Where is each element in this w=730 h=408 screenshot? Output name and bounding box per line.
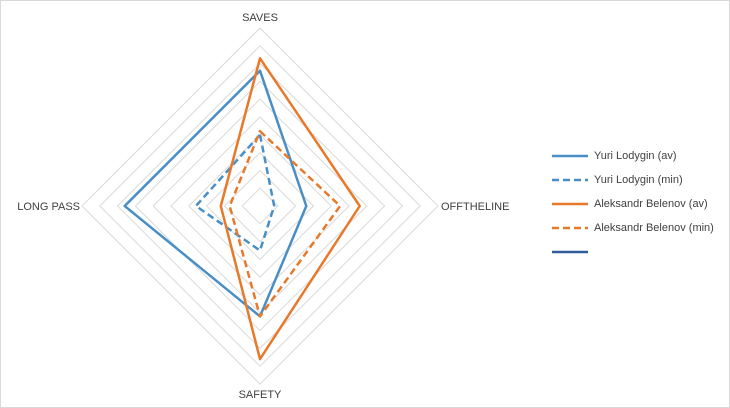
legend-label: Yuri Lodygin (av): [594, 150, 677, 162]
series-line[interactable]: [219, 57, 361, 361]
legend-swatch: [552, 178, 588, 182]
legend-swatch: [552, 154, 588, 158]
axis-label-offtheline: OFFTHELINE: [441, 201, 509, 213]
axis-label-saves: SAVES: [242, 12, 278, 24]
series-line[interactable]: [194, 133, 276, 252]
axis-label-long-pass: LONG PASS: [17, 201, 80, 213]
grid-ring: [188, 134, 332, 278]
grid-ring: [81, 27, 439, 385]
legend-swatch: [552, 202, 588, 206]
grid-ring: [116, 62, 404, 350]
grid-ring: [170, 116, 350, 296]
grid-ring: [152, 98, 368, 314]
radar-grid: [81, 27, 439, 385]
grid-ring: [223, 169, 297, 243]
grid-ring: [134, 80, 386, 332]
legend-swatch: [552, 226, 588, 230]
series-line[interactable]: [228, 129, 342, 318]
axis-label-safety: SAFETY: [239, 389, 282, 401]
legend-swatch: [552, 250, 588, 254]
radar-series: [123, 57, 361, 361]
legend-label: Aleksandr Belenov (av): [594, 198, 708, 210]
grid-ring: [99, 45, 421, 367]
grid-ring: [205, 151, 315, 261]
legend-label: Aleksandr Belenov (min): [594, 222, 714, 234]
legend-label: Yuri Lodygin (min): [594, 174, 683, 186]
